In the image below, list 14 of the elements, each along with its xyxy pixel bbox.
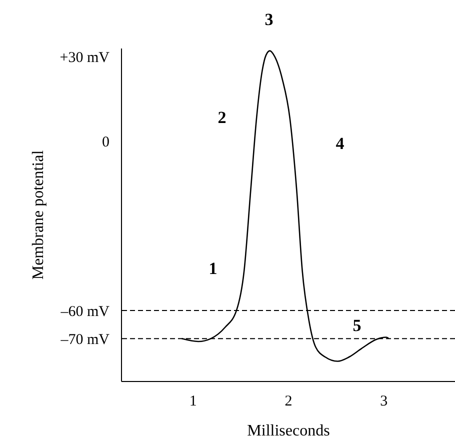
- annotation: 5: [352, 316, 362, 335]
- annotation: 1: [208, 259, 218, 278]
- y-tick-label: +30 mV: [60, 50, 110, 66]
- x-axis-title: Milliseconds: [247, 422, 330, 440]
- x-tick-label: 3: [380, 394, 388, 410]
- x-tick-label: 1: [189, 394, 197, 410]
- y-tick-label: –60 mV: [60, 304, 110, 320]
- y-tick-label: –70 mV: [60, 332, 110, 348]
- x-tick-label: 2: [284, 394, 292, 410]
- y-axis-title: Membrane potential: [30, 150, 47, 280]
- text: 3: [264, 10, 274, 29]
- y-tick-label: 0: [102, 134, 110, 151]
- annotation: 2: [218, 108, 226, 127]
- annotation: 4: [336, 134, 345, 153]
